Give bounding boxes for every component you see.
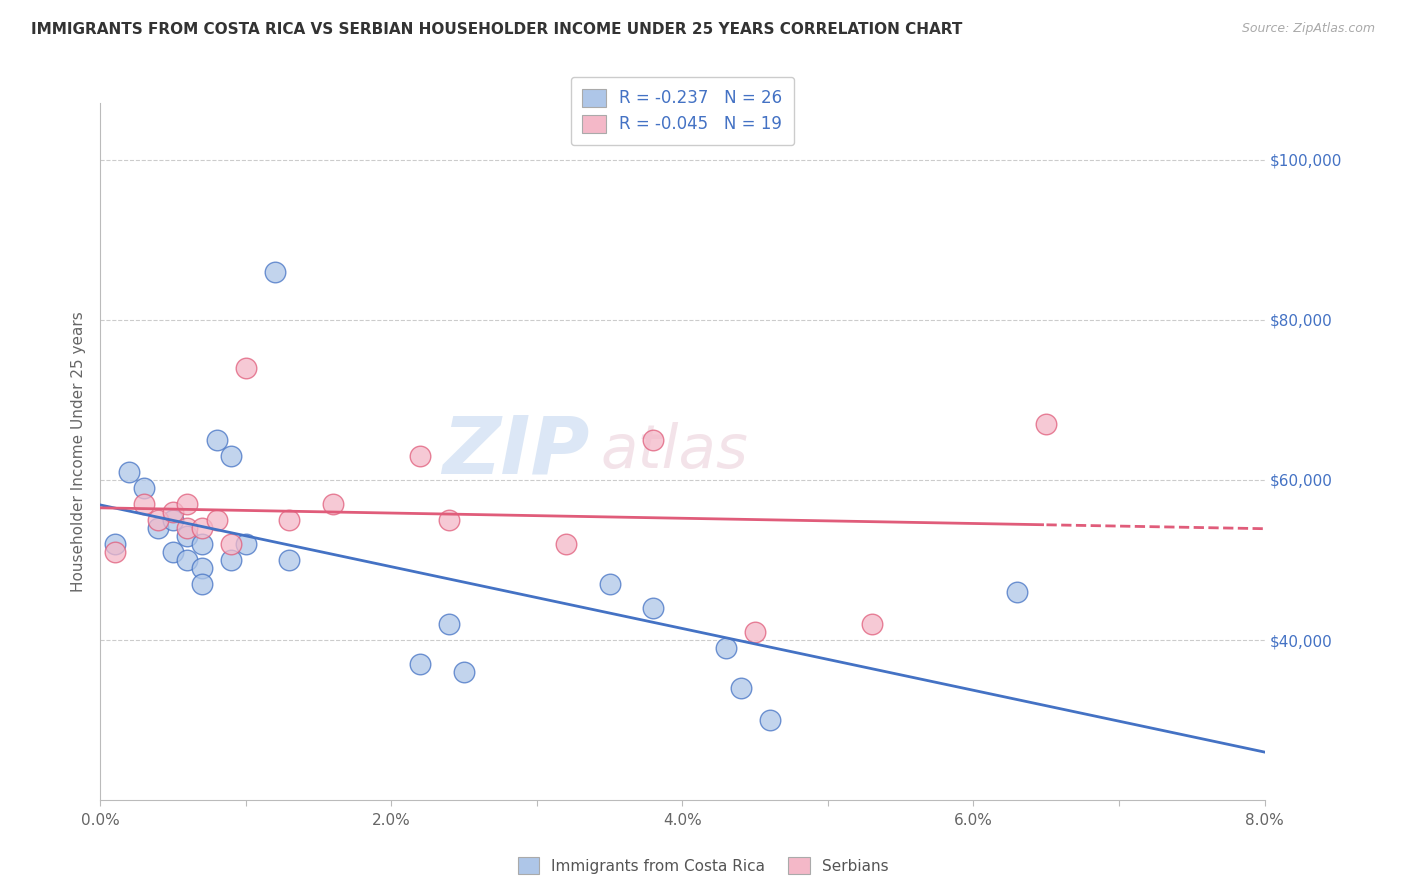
Point [176, 529, 198, 543]
Point [599, 577, 621, 591]
Point [235, 360, 257, 375]
Point [191, 537, 214, 551]
Point [176, 553, 198, 567]
Point [439, 513, 461, 527]
Text: Source: ZipAtlas.com: Source: ZipAtlas.com [1241, 22, 1375, 36]
Point [554, 537, 576, 551]
Point [219, 537, 242, 551]
Point [118, 465, 141, 479]
Point [104, 545, 127, 559]
Point [263, 265, 285, 279]
Point [205, 513, 228, 527]
Point [191, 577, 214, 591]
Point [191, 521, 214, 535]
Point [148, 513, 170, 527]
Point [744, 625, 766, 640]
Point [714, 641, 737, 656]
Point [219, 449, 242, 463]
Point [132, 481, 155, 495]
Point [322, 497, 344, 511]
Point [176, 497, 198, 511]
Point [235, 537, 257, 551]
Point [176, 521, 198, 535]
Point [643, 433, 665, 447]
Point [191, 561, 214, 575]
Point [860, 617, 883, 632]
Point [439, 617, 461, 632]
Text: IMMIGRANTS FROM COSTA RICA VS SERBIAN HOUSEHOLDER INCOME UNDER 25 YEARS CORRELAT: IMMIGRANTS FROM COSTA RICA VS SERBIAN HO… [31, 22, 962, 37]
Point [205, 433, 228, 447]
Point [409, 657, 432, 672]
Point [758, 714, 780, 728]
Point [278, 513, 301, 527]
Point [162, 505, 184, 519]
Point [1005, 585, 1028, 599]
Point [278, 553, 301, 567]
Point [730, 681, 752, 696]
Point [162, 513, 184, 527]
Legend: Immigrants from Costa Rica, Serbians: Immigrants from Costa Rica, Serbians [512, 851, 894, 880]
Point [453, 665, 475, 680]
Point [148, 521, 170, 535]
Point [104, 537, 127, 551]
Point [132, 497, 155, 511]
Legend: R = -0.237   N = 26, R = -0.045   N = 19: R = -0.237 N = 26, R = -0.045 N = 19 [571, 77, 794, 145]
Point [409, 449, 432, 463]
Point [162, 545, 184, 559]
Point [1035, 417, 1057, 431]
Point [643, 601, 665, 615]
Y-axis label: Householder Income Under 25 years: Householder Income Under 25 years [72, 311, 86, 592]
Text: atlas: atlas [600, 423, 749, 482]
Point [219, 553, 242, 567]
Text: ZIP: ZIP [441, 413, 589, 491]
